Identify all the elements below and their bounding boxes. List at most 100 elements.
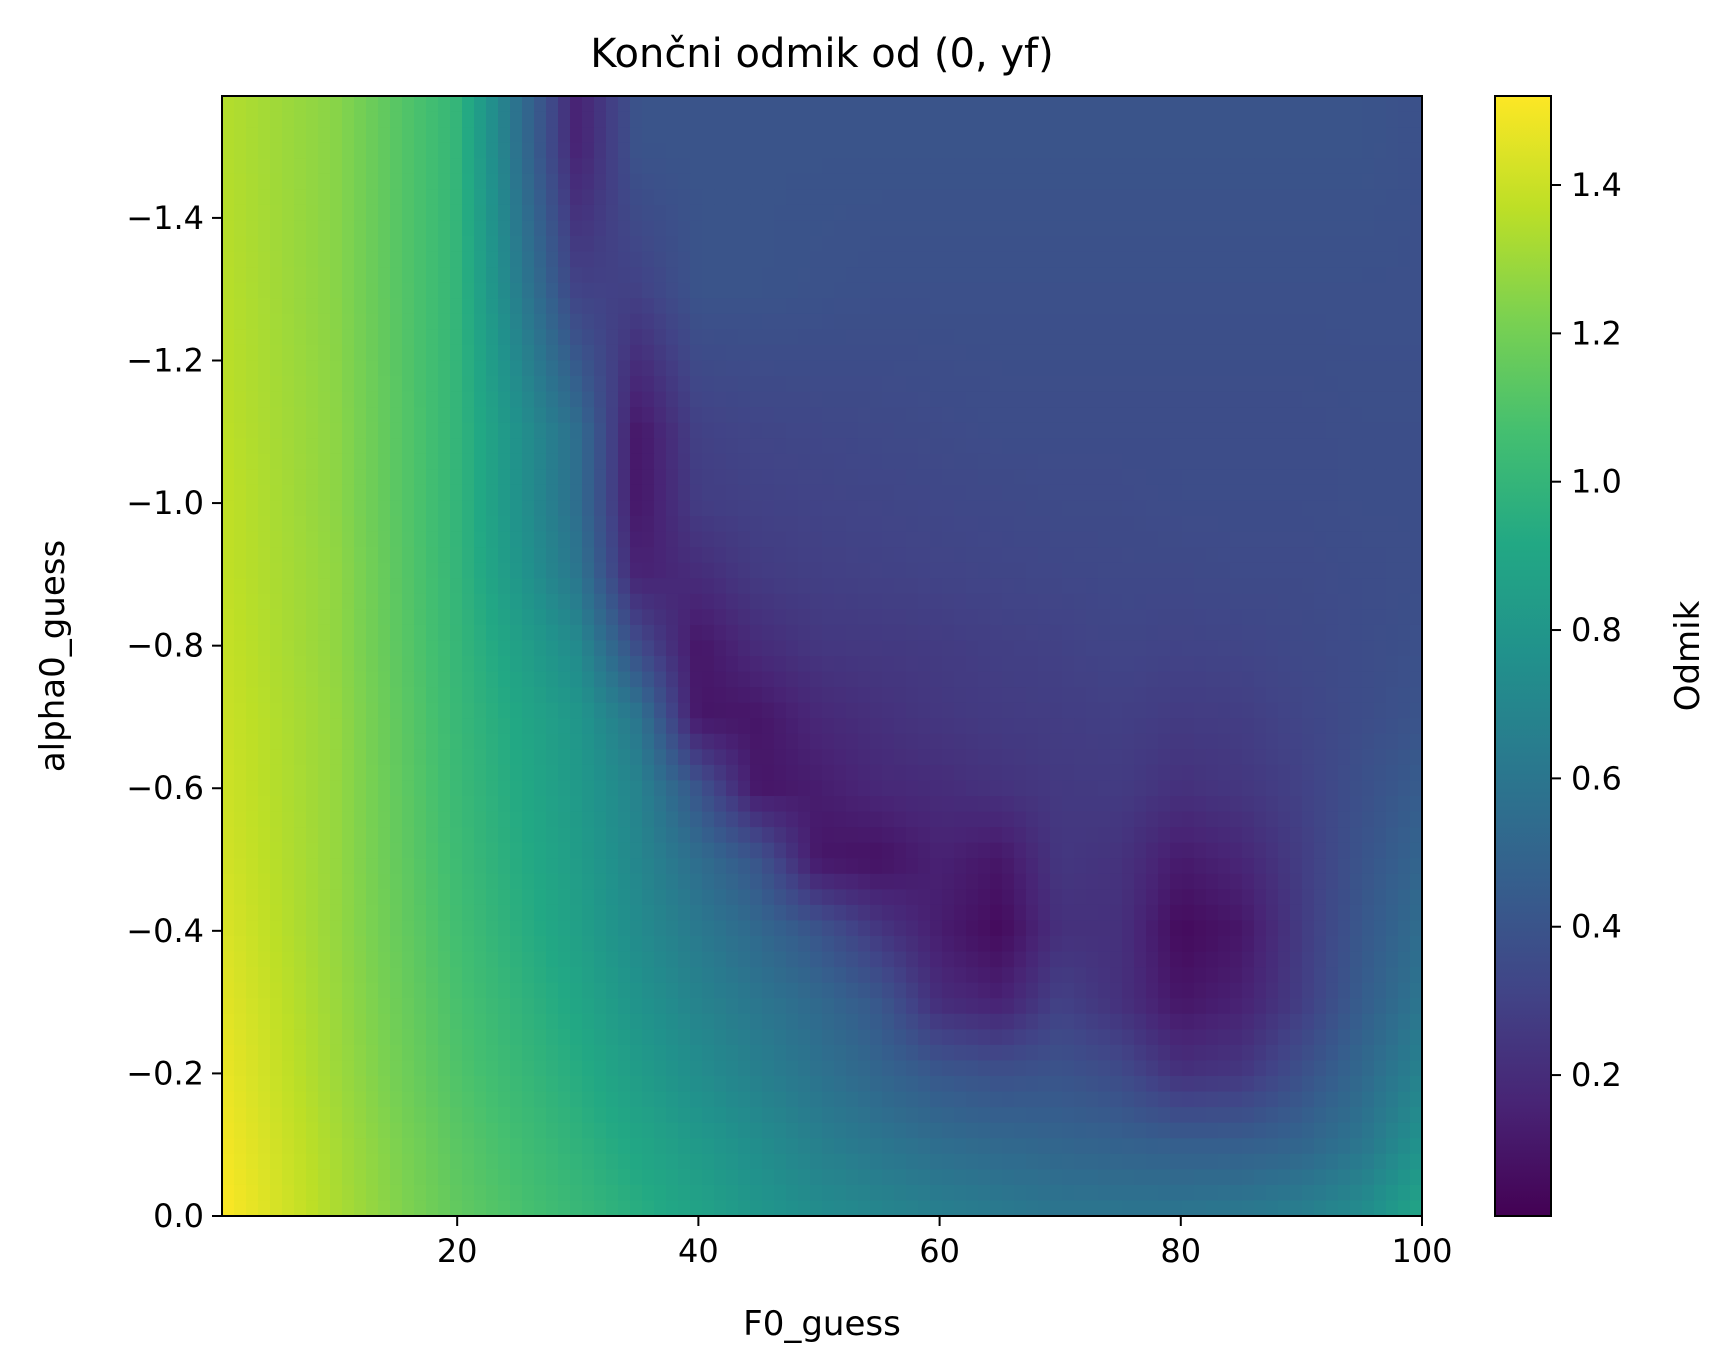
heatmap-cell (954, 407, 967, 424)
heatmap-cell (810, 796, 823, 813)
heatmap-cell (486, 267, 499, 284)
heatmap-cell (678, 718, 691, 735)
heatmap-cell (1002, 344, 1015, 362)
heatmap-cell (834, 547, 847, 564)
heatmap-cell (1098, 298, 1111, 315)
heatmap-cell (414, 531, 427, 548)
heatmap-cell (882, 562, 895, 579)
heatmap-cell (702, 158, 715, 175)
heatmap-cell (1386, 656, 1399, 673)
heatmap-cell (474, 858, 487, 875)
heatmap-cell (810, 96, 823, 113)
heatmap-cell (558, 858, 571, 875)
heatmap-cell (834, 127, 847, 144)
heatmap-cell (1182, 842, 1195, 859)
heatmap-cell (582, 313, 595, 330)
heatmap-cell (738, 702, 751, 719)
heatmap-cell (318, 484, 331, 502)
heatmap-cell (690, 624, 703, 642)
heatmap-cell (630, 671, 643, 688)
heatmap-cell (246, 578, 259, 595)
heatmap-cell (474, 469, 487, 486)
heatmap-cell (522, 796, 535, 813)
heatmap-cell (234, 796, 247, 813)
heatmap-cell (330, 547, 343, 564)
heatmap-cell (666, 718, 679, 735)
heatmap-cell (714, 344, 727, 362)
heatmap-cell (582, 827, 595, 844)
heatmap-cell (822, 220, 835, 237)
heatmap-cell (1098, 796, 1111, 813)
heatmap-cell (1386, 842, 1399, 859)
heatmap-cell (522, 438, 535, 455)
heatmap-cell (1014, 111, 1027, 128)
heatmap-cell (390, 827, 403, 844)
heatmap-cell (1122, 640, 1135, 657)
heatmap-cell (594, 329, 607, 346)
heatmap-cell (570, 376, 583, 393)
heatmap-cell (1074, 376, 1087, 393)
heatmap-cell (366, 780, 379, 797)
heatmap-cell (1290, 391, 1303, 408)
heatmap-cell (1050, 329, 1063, 346)
heatmap-cell (318, 422, 331, 439)
heatmap-cell (1182, 811, 1195, 828)
heatmap-cell (366, 267, 379, 284)
heatmap-cell (378, 609, 391, 626)
heatmap-cell (1326, 796, 1339, 813)
heatmap-cell (750, 158, 763, 175)
heatmap-cell (966, 484, 979, 502)
heatmap-cell (1182, 173, 1195, 190)
heatmap-cell (1074, 609, 1087, 626)
heatmap-cell (282, 547, 295, 564)
heatmap-cell (594, 718, 607, 735)
heatmap-cell (1386, 516, 1399, 533)
heatmap-cell (762, 531, 775, 548)
heatmap-cell (1194, 733, 1207, 750)
heatmap-cell (1134, 298, 1147, 315)
heatmap-cell (330, 796, 343, 813)
heatmap-cell (1170, 640, 1183, 657)
heatmap-cell (1098, 500, 1111, 517)
heatmap-cell (390, 204, 403, 222)
heatmap-cell (630, 842, 643, 859)
heatmap-cell (822, 282, 835, 299)
heatmap-cell (534, 111, 547, 128)
heatmap-cell (1026, 96, 1039, 113)
heatmap-cell (570, 438, 583, 455)
heatmap-cell (1290, 282, 1303, 299)
heatmap-cell (882, 376, 895, 393)
heatmap-cell (1014, 718, 1027, 735)
heatmap-cell (906, 111, 919, 128)
heatmap-cell (450, 609, 463, 626)
heatmap-cell (978, 267, 991, 284)
heatmap-cell (438, 811, 451, 828)
heatmap-cell (1338, 749, 1351, 766)
heatmap-cell (462, 251, 475, 268)
heatmap-cell (906, 329, 919, 346)
heatmap-cell (1086, 780, 1099, 797)
heatmap-cell (930, 656, 943, 673)
heatmap-cell (1086, 376, 1099, 393)
heatmap-cell (354, 313, 367, 330)
heatmap-cell (774, 391, 787, 408)
heatmap-cell (1002, 298, 1015, 315)
heatmap-cell (882, 391, 895, 408)
heatmap-cell (582, 111, 595, 128)
heatmap-cell (1290, 640, 1303, 657)
heatmap-cell (558, 220, 571, 237)
heatmap-cell (534, 376, 547, 393)
heatmap-cell (366, 764, 379, 782)
heatmap-cell (1062, 329, 1075, 346)
heatmap-cell (654, 640, 667, 657)
heatmap-cell (618, 749, 631, 766)
heatmap-cell (918, 656, 931, 673)
heatmap-cell (1254, 562, 1267, 579)
heatmap-cell (738, 298, 751, 315)
heatmap-cell (522, 189, 535, 206)
heatmap-cell (786, 453, 799, 470)
heatmap-cell (1290, 142, 1303, 159)
heatmap-cell (258, 173, 271, 190)
heatmap-cell (1074, 578, 1087, 595)
heatmap-cell (378, 624, 391, 642)
